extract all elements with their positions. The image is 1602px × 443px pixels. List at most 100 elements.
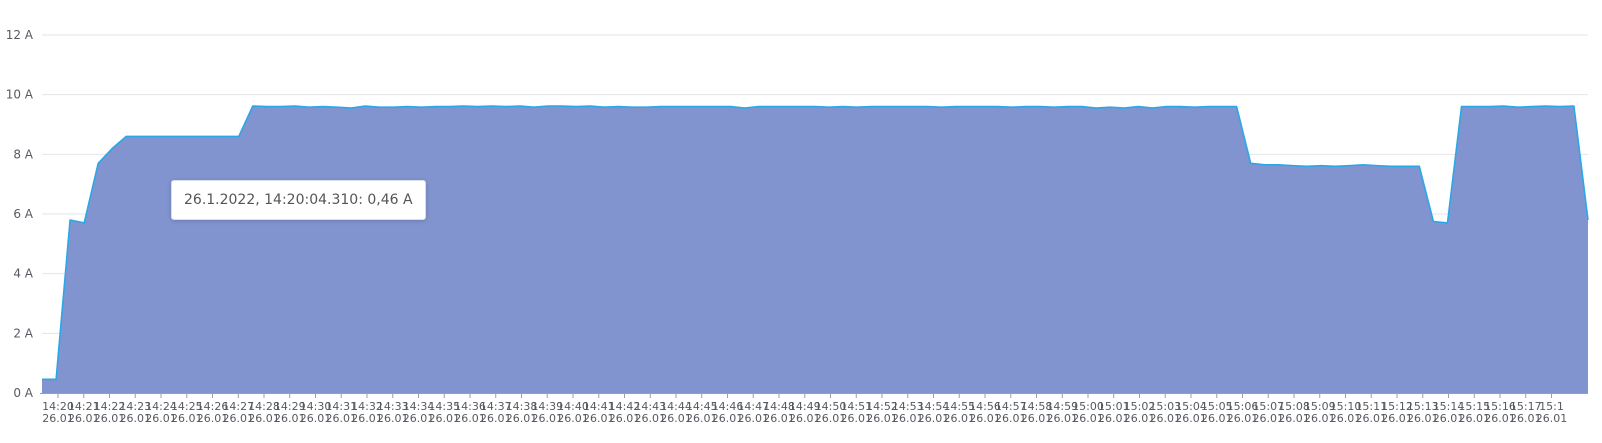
x-tick-label-time: 14:58	[1021, 400, 1053, 413]
x-tick-label-date: 26.01	[1484, 412, 1516, 425]
x-tick-label-date: 26.01	[763, 412, 795, 425]
x-tick-label-date: 26.01	[1381, 412, 1413, 425]
x-tick-label-time: 14:30	[300, 400, 332, 413]
x-tick-label-date: 26.01	[918, 412, 950, 425]
x-tick-label-time: 15:09	[1304, 400, 1336, 413]
x-tick-label-time: 15:10	[1330, 400, 1362, 413]
x-tick-label-time: 14:44	[660, 400, 692, 413]
x-tick-label-date: 26.01	[1433, 412, 1465, 425]
x-tick-label-date: 26.01	[197, 412, 229, 425]
x-axis: 14:2026.0114:2126.0114:2226.0114:2326.01…	[40, 393, 1588, 425]
x-tick-label-time: 14:25	[171, 400, 203, 413]
x-tick-label-time: 14:41	[583, 400, 615, 413]
area-fill	[42, 106, 1588, 393]
x-tick-label-time: 14:27	[222, 400, 254, 413]
x-tick-label-date: 26.01	[454, 412, 486, 425]
data-tooltip: 26.1.2022, 14:20:04.310: 0,46 A	[171, 180, 426, 220]
x-tick-label-date: 26.01	[351, 412, 383, 425]
x-tick-label-time: 14:59	[1046, 400, 1078, 413]
x-tick-label-date: 26.01	[1021, 412, 1053, 425]
x-tick-label-date: 26.01	[583, 412, 615, 425]
x-tick-label-date: 26.01	[326, 412, 358, 425]
x-tick-label-time: 14:37	[480, 400, 512, 413]
x-tick-label-date: 26.01	[120, 412, 152, 425]
y-tick-label: 8 A	[13, 147, 33, 161]
x-tick-label-time: 14:52	[866, 400, 898, 413]
x-tick-label-date: 26.01	[1407, 412, 1439, 425]
x-tick-label-time: 14:28	[248, 400, 280, 413]
x-tick-label-date: 26.01	[609, 412, 641, 425]
x-tick-label-time: 14:22	[94, 400, 126, 413]
y-tick-label: 2 A	[13, 326, 33, 340]
x-tick-label-time: 14:48	[763, 400, 795, 413]
x-tick-label-date: 26.01	[300, 412, 332, 425]
x-tick-label-time: 14:36	[454, 400, 486, 413]
x-tick-label-date: 26.01	[1356, 412, 1388, 425]
x-tick-label-time: 14:54	[918, 400, 950, 413]
x-tick-label-date: 26.01	[969, 412, 1001, 425]
x-tick-label-time: 14:38	[506, 400, 538, 413]
x-tick-label-date: 26.01	[815, 412, 847, 425]
x-tick-label-time: 14:57	[995, 400, 1027, 413]
x-tick-label-date: 26.01	[866, 412, 898, 425]
x-tick-label-date: 26.01	[1253, 412, 1285, 425]
x-tick-label-date: 26.01	[480, 412, 512, 425]
x-tick-label-date: 26.01	[686, 412, 718, 425]
x-tick-label-date: 26.01	[403, 412, 435, 425]
x-tick-label-time: 14:39	[531, 400, 563, 413]
x-tick-label-date: 26.01	[171, 412, 203, 425]
x-tick-label-time: 15:12	[1381, 400, 1413, 413]
y-tick-label: 4 A	[13, 267, 33, 281]
x-tick-label-time: 15:13	[1407, 400, 1439, 413]
x-tick-label-date: 26.01	[1072, 412, 1104, 425]
x-tick-label-date: 26.01	[841, 412, 873, 425]
x-tick-label-time: 14:45	[686, 400, 718, 413]
x-tick-label-time: 14:51	[840, 400, 872, 413]
x-tick-label-date: 26.01	[94, 412, 126, 425]
series-area	[42, 105, 1589, 393]
x-tick-label-date: 26.01	[1304, 412, 1336, 425]
x-tick-label-time: 14:26	[197, 400, 229, 413]
x-tick-label-time: 14:50	[815, 400, 847, 413]
x-tick-label-time: 14:34	[403, 400, 435, 413]
x-tick-label-date: 26.01	[892, 412, 924, 425]
x-tick-label-time: 15:00	[1072, 400, 1104, 413]
x-tick-label-time: 14:55	[943, 400, 975, 413]
x-tick-label-time: 15:05	[1201, 400, 1233, 413]
series-line	[42, 105, 1589, 381]
x-tick-label-time: 15:1	[1539, 400, 1564, 413]
x-tick-label-date: 26.01	[429, 412, 461, 425]
x-tick-label-time: 15:03	[1149, 400, 1181, 413]
x-tick-label-time: 15:15	[1458, 400, 1490, 413]
tooltip-text: 26.1.2022, 14:20:04.310: 0,46 A	[184, 192, 413, 208]
x-tick-label-date: 26.01	[532, 412, 564, 425]
x-tick-label-time: 15:08	[1278, 400, 1310, 413]
x-tick-label-time: 14:46	[712, 400, 744, 413]
x-tick-label-date: 26.01	[1510, 412, 1542, 425]
x-tick-label-time: 14:23	[119, 400, 151, 413]
x-tick-label-time: 15:06	[1227, 400, 1259, 413]
x-tick-label-date: 26.01	[68, 412, 100, 425]
x-tick-label-time: 15:14	[1433, 400, 1465, 413]
y-tick-label: 12 A	[6, 28, 34, 42]
x-tick-label-time: 14:33	[377, 400, 409, 413]
x-tick-label-time: 14:56	[969, 400, 1001, 413]
x-tick-label-time: 14:49	[789, 400, 821, 413]
x-tick-label-time: 14:29	[274, 400, 306, 413]
x-tick-label-date: 26.01	[789, 412, 821, 425]
x-tick-label-date: 26.01	[712, 412, 744, 425]
x-tick-label-time: 14:40	[557, 400, 589, 413]
x-tick-label-time: 14:47	[737, 400, 769, 413]
x-tick-label-date: 26.01	[1150, 412, 1182, 425]
x-tick-label-date: 26.01	[248, 412, 280, 425]
x-tick-label-time: 14:35	[428, 400, 460, 413]
x-tick-label-date: 26.01	[1459, 412, 1491, 425]
x-tick-label-date: 26.01	[1201, 412, 1233, 425]
x-tick-label-time: 15:17	[1510, 400, 1542, 413]
x-tick-label-date: 26.01	[944, 412, 976, 425]
x-tick-label-time: 14:20	[42, 400, 74, 413]
x-tick-label-date: 26.01	[635, 412, 667, 425]
x-tick-label-time: 14:24	[145, 400, 177, 413]
x-tick-label-date: 26.01	[738, 412, 770, 425]
x-tick-label-date: 26.01	[377, 412, 409, 425]
